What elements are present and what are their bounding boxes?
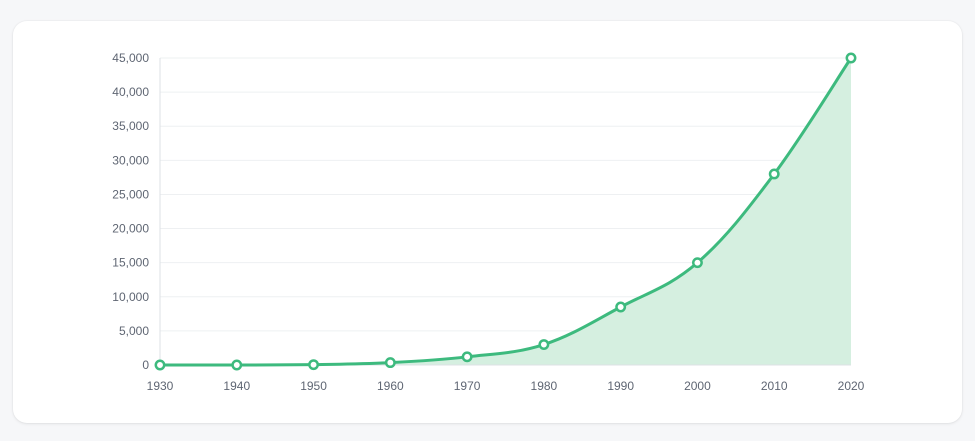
y-tick-label: 0 [142,358,149,372]
y-tick-label: 10,000 [112,290,149,304]
y-tick-label: 5,000 [119,324,149,338]
points-layer [154,52,857,371]
data-point[interactable] [845,52,857,64]
x-tick-label: 1930 [147,379,174,393]
x-tick-label: 1940 [223,379,250,393]
data-point[interactable] [691,257,703,269]
data-point[interactable] [231,359,243,371]
y-tick-label: 35,000 [112,119,149,133]
x-tick-label: 1980 [531,379,558,393]
x-tick-label: 1950 [300,379,327,393]
data-point[interactable] [384,357,396,369]
series-line [158,56,853,367]
x-tick-label: 1990 [607,379,634,393]
y-tick-label: 25,000 [112,187,149,201]
data-point[interactable] [461,351,473,363]
data-point[interactable] [615,301,627,313]
data-point[interactable] [768,168,780,180]
area-layer [160,58,851,365]
y-tick-label: 30,000 [112,153,149,167]
y-axis-ticks: 0 5,000 10,000 15,000 20,000 25,000 30,000 35,0… [112,51,149,372]
x-tick-label: 2010 [761,379,788,393]
data-point[interactable] [538,339,550,350]
x-tick-label: 2000 [684,379,711,393]
x-axis-ticks: 1930 1940 1950 1960 1970 1980 1990 2000 2010 2020 [147,379,865,393]
x-tick-label: 2020 [838,379,865,393]
x-tick-label: 1960 [377,379,404,393]
y-tick-label: 15,000 [112,256,149,270]
data-point[interactable] [308,359,320,371]
y-tick-label: 20,000 [112,222,149,236]
y-tick-label: 40,000 [112,85,149,99]
data-point[interactable] [154,359,166,371]
series-area [160,58,851,365]
x-tick-label: 1970 [454,379,481,393]
y-tick-label: 45,000 [112,51,149,65]
line-layer [158,56,853,367]
grid-lines [160,57,851,332]
